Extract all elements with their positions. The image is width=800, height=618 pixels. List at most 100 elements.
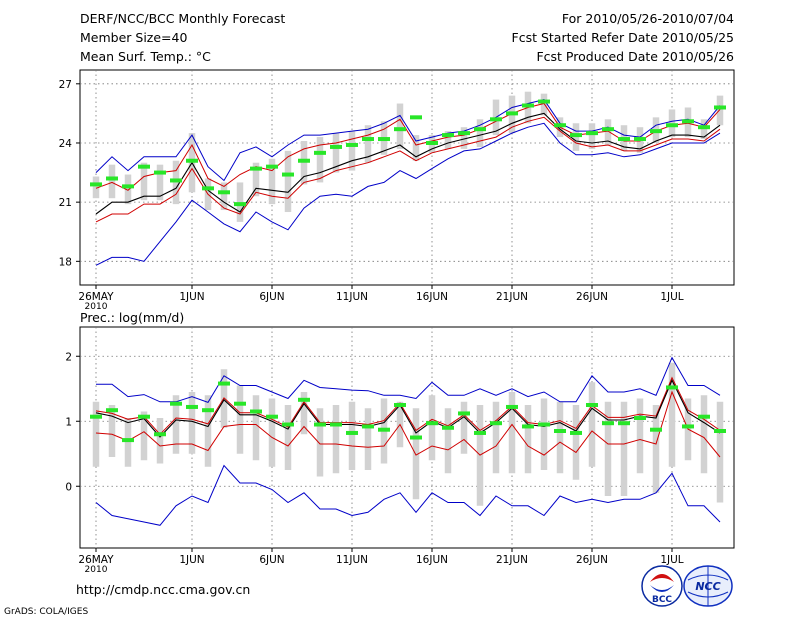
median-marker bbox=[506, 404, 518, 409]
median-marker bbox=[618, 137, 630, 142]
spread-bar bbox=[156, 164, 164, 201]
y-tick-label: 21 bbox=[59, 197, 72, 209]
spread-bar bbox=[252, 395, 260, 461]
x-tick-label: 16JUN bbox=[416, 554, 448, 566]
median-marker bbox=[666, 385, 678, 390]
max-line bbox=[96, 356, 721, 404]
x-tick-label: 11JUN bbox=[336, 554, 368, 566]
y-tick-label: 1 bbox=[65, 416, 72, 428]
median-marker bbox=[554, 123, 566, 128]
spread-bar bbox=[668, 362, 676, 467]
spread-bar bbox=[476, 119, 484, 147]
median-marker bbox=[218, 190, 230, 195]
spread-bar bbox=[92, 176, 100, 199]
median-marker bbox=[266, 414, 278, 419]
median-marker bbox=[138, 164, 150, 169]
spread-bar bbox=[364, 408, 372, 470]
spread-bar bbox=[124, 418, 132, 467]
median-marker bbox=[362, 137, 374, 142]
x-tick-label: 26JUN bbox=[576, 291, 608, 303]
spread-bar bbox=[444, 408, 452, 474]
spread-bar bbox=[220, 182, 228, 211]
median-marker bbox=[458, 131, 470, 136]
spread-bar bbox=[268, 398, 276, 467]
ncc-logo-text: NCC bbox=[695, 580, 720, 593]
x-tick-label: 1JUL bbox=[660, 554, 683, 566]
x-tick-label: 26MAY bbox=[78, 554, 114, 566]
spread-bar bbox=[332, 405, 340, 474]
median-marker bbox=[426, 421, 438, 426]
bcc-logo-text: BCC bbox=[652, 595, 672, 605]
median-marker bbox=[602, 421, 614, 426]
median-marker bbox=[634, 416, 646, 420]
p25-line bbox=[95, 390, 721, 458]
bcc-logo-ring bbox=[641, 565, 683, 607]
y-tick-label: 24 bbox=[59, 138, 73, 150]
median-marker bbox=[458, 411, 470, 416]
bcc-logo-swirl-blue bbox=[650, 585, 674, 592]
median-marker bbox=[362, 424, 374, 429]
median-marker bbox=[202, 408, 214, 413]
median-marker bbox=[250, 409, 262, 414]
x-tick-label: 26MAY bbox=[78, 291, 114, 303]
median-marker bbox=[234, 401, 246, 406]
spread-bar bbox=[540, 93, 548, 116]
median-marker bbox=[186, 404, 198, 409]
x-tick-label: 26JUN bbox=[576, 554, 608, 566]
x-tick-label: 16JUN bbox=[416, 291, 448, 303]
median-marker bbox=[330, 422, 342, 427]
x-tick-label: 1JUN bbox=[179, 291, 204, 303]
median-marker bbox=[538, 99, 550, 104]
spread-bar bbox=[556, 401, 564, 474]
median-marker bbox=[298, 158, 310, 163]
x-tick-label: 6JUN bbox=[259, 291, 284, 303]
median-marker bbox=[282, 172, 294, 177]
median-marker bbox=[378, 427, 390, 432]
spread-bar bbox=[348, 131, 356, 171]
median-marker bbox=[650, 129, 662, 134]
median-marker bbox=[202, 186, 214, 191]
spread-bar bbox=[412, 135, 420, 161]
footer-url[interactable]: http://cmdp.ncc.cma.gov.cn bbox=[76, 582, 250, 597]
spread-bar bbox=[620, 401, 628, 496]
p75-line bbox=[95, 376, 721, 436]
median-marker bbox=[394, 127, 406, 132]
median-marker bbox=[474, 127, 486, 132]
median-marker bbox=[682, 119, 694, 124]
median-marker bbox=[522, 103, 534, 108]
ncc-logo-globe-lines bbox=[687, 566, 729, 606]
spread-bar bbox=[348, 401, 356, 470]
median-marker bbox=[570, 133, 582, 138]
median-marker bbox=[570, 430, 582, 435]
spread-bar bbox=[156, 418, 164, 464]
grads-credit: GrADS: COLA/IGES bbox=[4, 607, 88, 617]
spread-bar bbox=[268, 158, 276, 205]
median-marker bbox=[90, 414, 102, 419]
spread-bar bbox=[508, 392, 516, 474]
median-marker bbox=[378, 137, 390, 142]
spread-bar bbox=[604, 119, 612, 145]
plot-frame bbox=[79, 326, 735, 549]
spread-bar bbox=[364, 125, 372, 163]
median-marker bbox=[442, 425, 454, 430]
p75-line bbox=[95, 102, 721, 191]
x-tick-label: 21JUN bbox=[496, 554, 528, 566]
bcc-logo: BCC bbox=[641, 565, 683, 607]
median-marker bbox=[714, 429, 726, 433]
header-produced-date: Fcst Produced Date 2010/05/26 bbox=[536, 49, 734, 64]
header-title: DERF/NCC/BCC Monthly Forecast bbox=[80, 11, 285, 26]
spread-bar bbox=[284, 405, 292, 470]
median-marker bbox=[266, 164, 278, 169]
spread-bar bbox=[140, 162, 148, 201]
median-marker bbox=[442, 133, 454, 138]
median-marker bbox=[106, 408, 118, 413]
median-marker bbox=[506, 111, 518, 116]
median-marker bbox=[170, 401, 182, 406]
y-tick-label: 0 bbox=[65, 481, 72, 493]
spread-bar bbox=[652, 405, 660, 493]
median-marker bbox=[410, 435, 422, 440]
